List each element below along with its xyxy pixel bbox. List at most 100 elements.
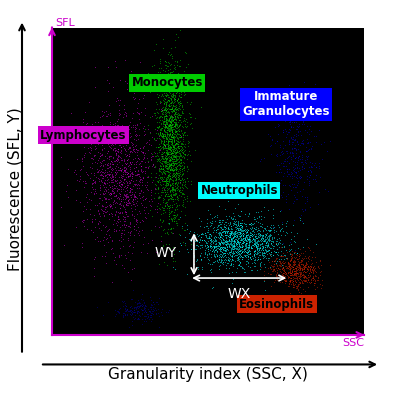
Point <box>144 178 150 185</box>
Point <box>129 189 136 195</box>
Point <box>176 27 183 33</box>
Point <box>145 159 151 165</box>
Point <box>127 220 133 226</box>
Point <box>294 262 300 269</box>
Point <box>160 166 166 172</box>
Point <box>251 257 258 263</box>
Point <box>171 76 178 82</box>
Point <box>114 169 120 175</box>
Point <box>160 141 167 147</box>
Point <box>165 165 171 172</box>
Point <box>253 209 260 215</box>
Point <box>254 251 260 258</box>
Point <box>207 247 213 253</box>
Point <box>251 225 258 232</box>
Point <box>234 255 240 261</box>
Point <box>78 166 84 173</box>
Point <box>163 102 169 109</box>
Point <box>168 106 174 112</box>
Point <box>142 302 148 309</box>
Point <box>132 180 138 187</box>
Point <box>155 179 161 186</box>
Point <box>237 248 244 254</box>
Point <box>196 239 202 245</box>
Point <box>169 160 175 166</box>
Point <box>255 254 261 260</box>
Point <box>177 187 183 193</box>
Point <box>253 242 259 248</box>
Point <box>111 128 117 135</box>
Point <box>282 268 288 275</box>
Point <box>222 248 229 255</box>
Point <box>160 84 166 91</box>
Point <box>302 277 308 283</box>
Point <box>168 148 174 154</box>
Point <box>178 160 184 166</box>
Point <box>306 180 313 186</box>
Point <box>106 160 113 166</box>
Point <box>144 186 150 192</box>
Point <box>221 240 228 246</box>
Point <box>160 210 166 216</box>
Point <box>249 221 255 227</box>
Point <box>170 251 177 257</box>
Point <box>220 261 227 268</box>
Point <box>76 178 82 184</box>
Point <box>176 94 183 100</box>
Point <box>252 238 258 245</box>
Point <box>174 123 180 129</box>
Point <box>255 237 262 243</box>
Point <box>291 165 298 171</box>
Point <box>159 133 165 139</box>
Point <box>120 130 126 137</box>
Point <box>145 164 151 171</box>
Point <box>290 276 296 282</box>
Point <box>83 139 89 146</box>
Point <box>310 265 316 271</box>
Point <box>221 245 228 252</box>
Point <box>273 260 280 267</box>
Point <box>244 255 251 262</box>
Point <box>147 294 154 300</box>
Point <box>114 164 121 171</box>
Point <box>157 216 163 223</box>
Point <box>138 307 145 313</box>
Point <box>294 270 300 276</box>
Point <box>299 159 305 165</box>
Point <box>240 238 246 244</box>
Point <box>217 247 224 254</box>
Point <box>213 240 219 247</box>
Point <box>218 232 224 238</box>
Point <box>300 275 307 281</box>
Point <box>212 244 218 251</box>
Point <box>269 263 275 269</box>
Point <box>154 114 160 120</box>
Point <box>296 264 302 270</box>
Point <box>279 265 285 271</box>
Point <box>124 179 130 185</box>
Point <box>165 140 172 147</box>
Point <box>297 267 303 273</box>
Point <box>118 232 124 238</box>
Point <box>162 162 168 168</box>
Point <box>230 237 237 243</box>
Point <box>297 279 304 285</box>
Point <box>176 173 182 179</box>
Point <box>182 234 188 240</box>
Point <box>228 260 234 267</box>
Point <box>169 186 175 192</box>
Point <box>130 305 137 311</box>
Point <box>80 115 86 122</box>
Point <box>167 165 174 172</box>
Point <box>170 152 176 158</box>
Point <box>185 143 192 149</box>
Point <box>117 111 123 117</box>
Point <box>212 246 219 253</box>
Point <box>94 168 101 174</box>
Point <box>224 238 230 245</box>
Point <box>280 107 286 113</box>
Point <box>211 259 218 265</box>
Point <box>167 114 173 120</box>
Point <box>234 245 240 251</box>
Point <box>288 241 294 247</box>
